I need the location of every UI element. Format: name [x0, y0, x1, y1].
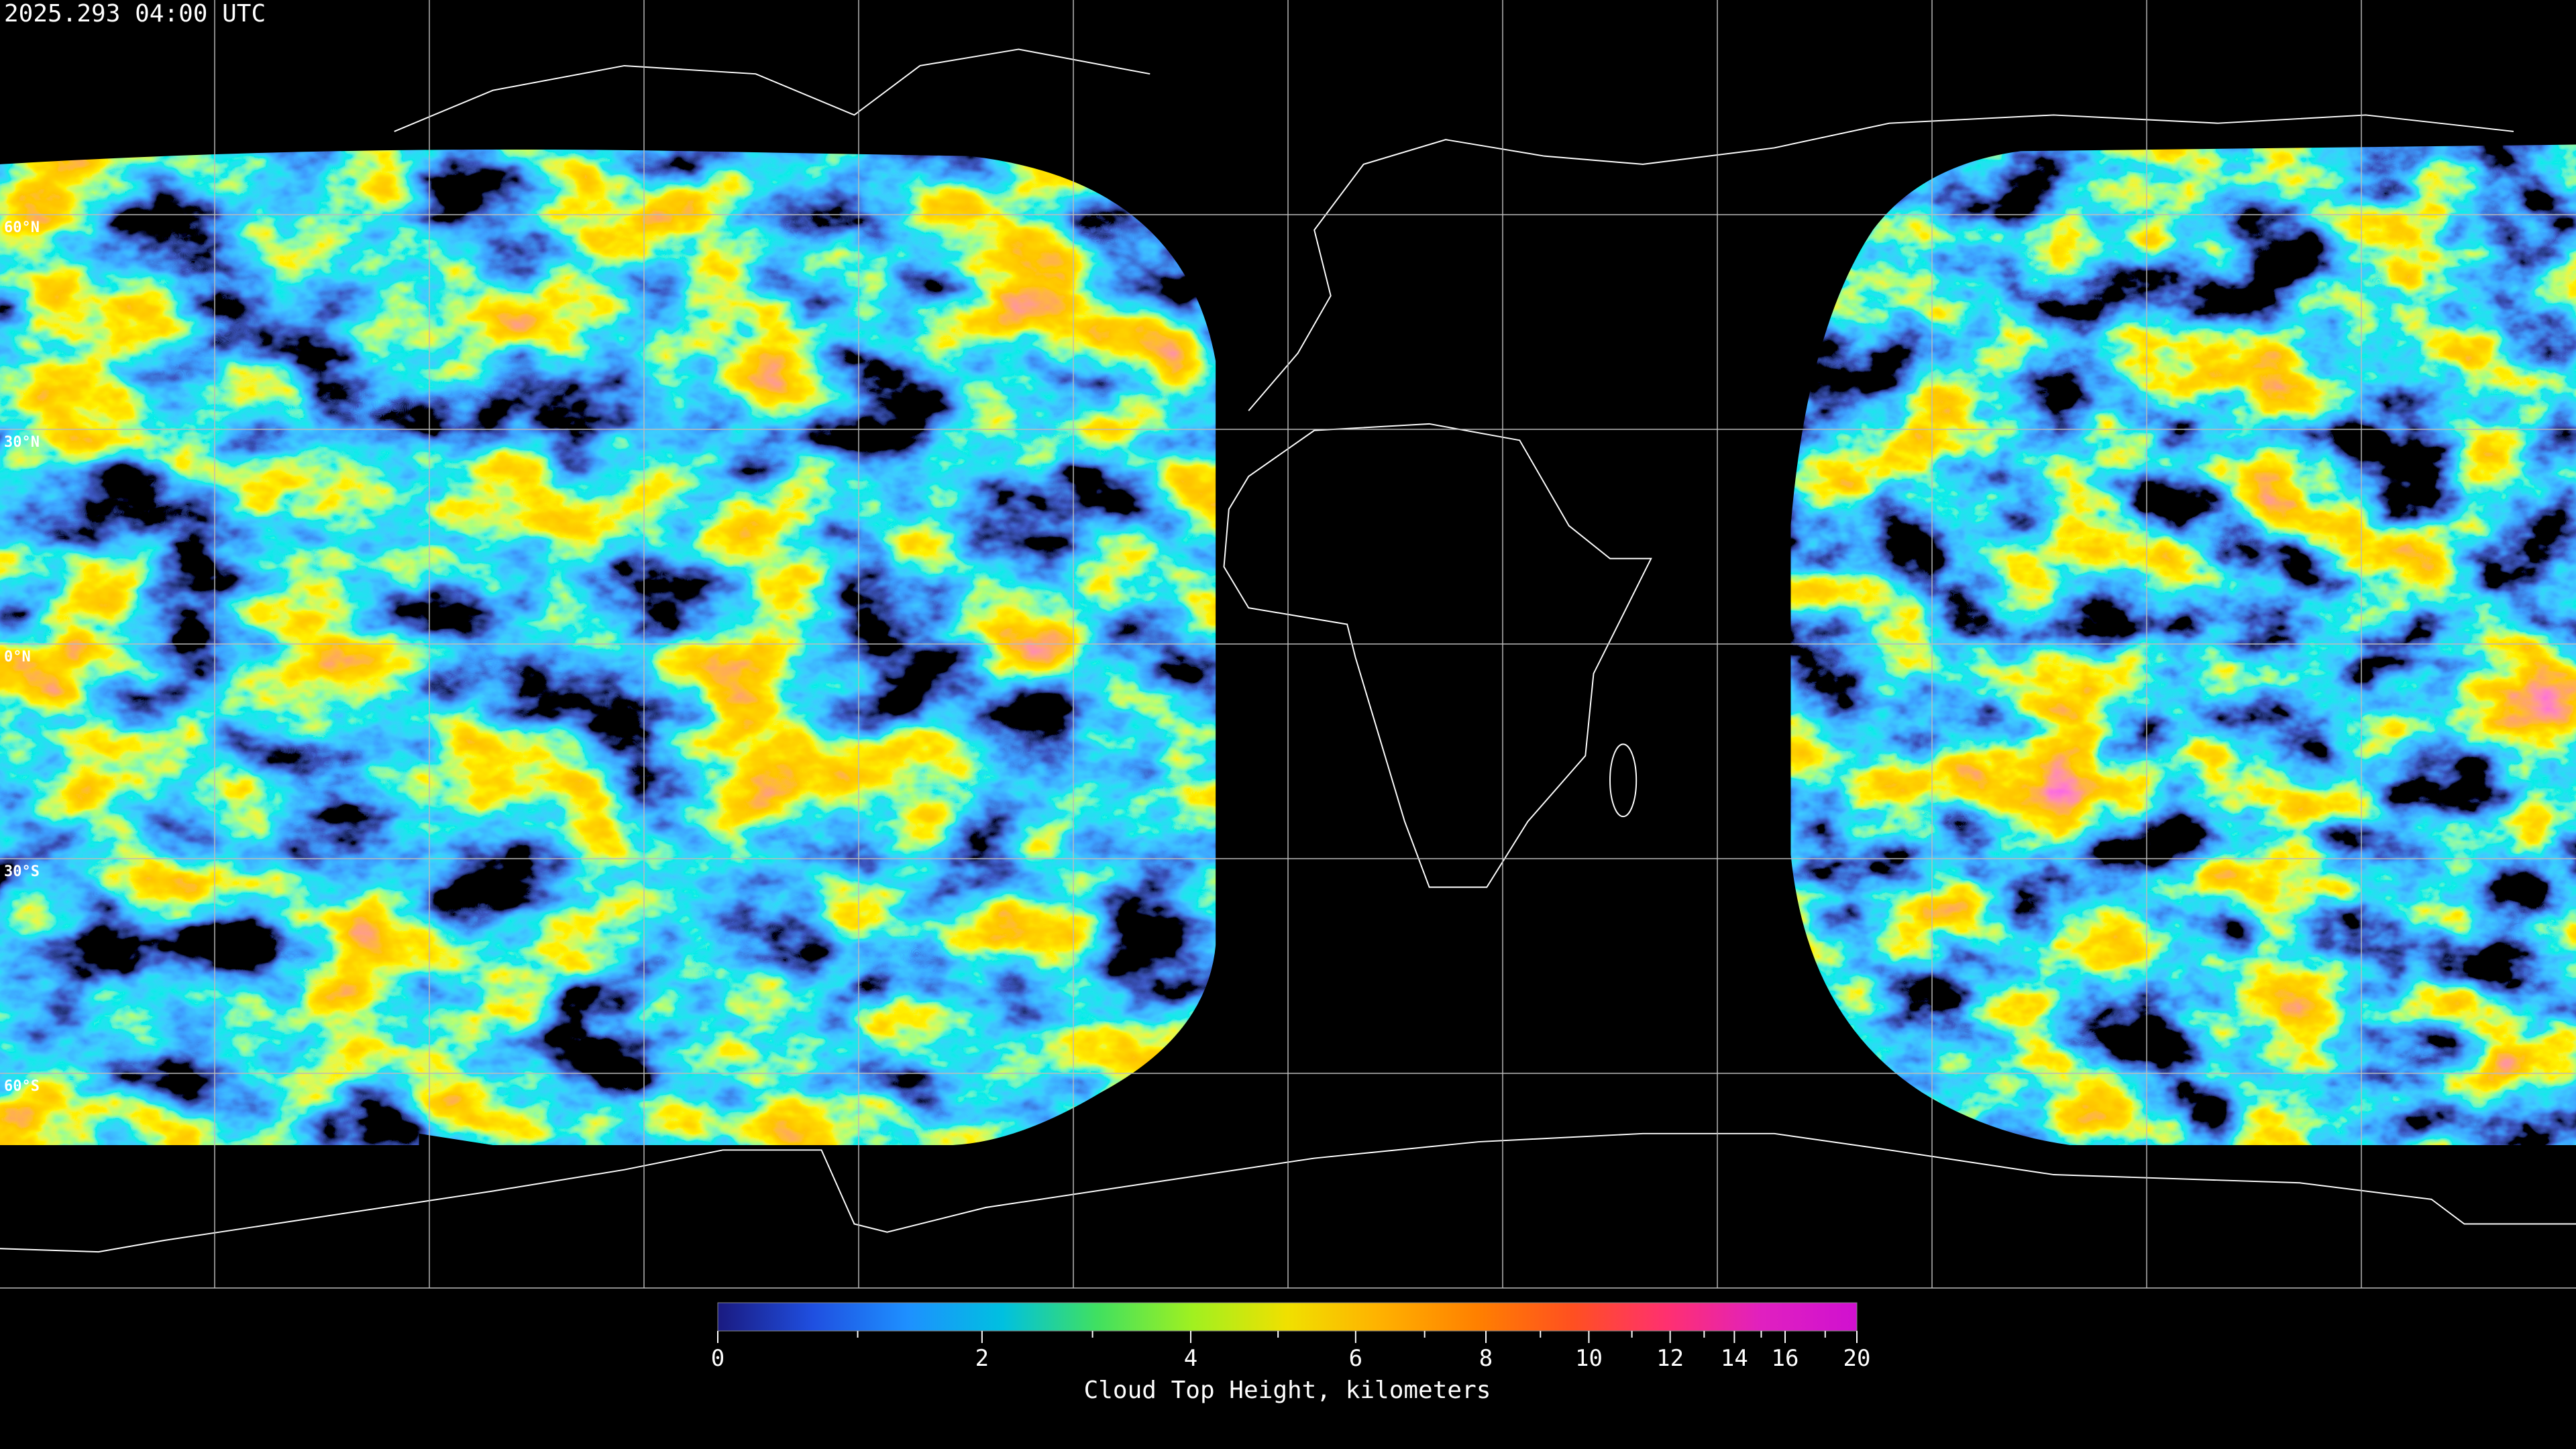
arctic-outline — [394, 48, 1150, 132]
tick-label: 2 — [975, 1345, 989, 1372]
graticule — [0, 0, 2576, 1289]
africa-outline — [1223, 423, 1652, 888]
tick-label: 8 — [1479, 1345, 1493, 1372]
tick-label: 20 — [1843, 1345, 1871, 1372]
tick-label: 0 — [711, 1345, 724, 1372]
tick-label: 16 — [1772, 1345, 1799, 1372]
colorbar-gradient — [717, 1302, 1858, 1332]
tick-label: 14 — [1721, 1345, 1748, 1372]
tick-label: 12 — [1656, 1345, 1684, 1372]
latitude-label: 0°N — [4, 649, 31, 665]
map — [0, 0, 2576, 1289]
coastlines — [0, 48, 2576, 1253]
tick-label: 6 — [1349, 1345, 1362, 1372]
madagascar-outline — [1609, 743, 1638, 818]
colorbar: 0 2 4 6 8 10 12 14 16 20 Cloud Top Height, kilomet… — [711, 1302, 1871, 1404]
latitude-label: 60°S — [4, 1078, 40, 1095]
timestamp: 2025.293 04:00 UTC — [4, 0, 266, 28]
tick-label: 4 — [1184, 1345, 1197, 1372]
latitude-label: 30°N — [4, 434, 40, 451]
latitude-label: 30°S — [4, 863, 40, 880]
latitude-labels: 60°N 30°N 0°N 30°S 60°S — [4, 219, 40, 1095]
cloud-imagery-west — [0, 149, 1216, 1145]
cloud-imagery-east — [1790, 144, 2576, 1145]
colorbar-label: Cloud Top Height, kilometers — [1084, 1377, 1491, 1404]
cloud-field — [1790, 144, 2576, 1145]
cloud-field — [0, 149, 1216, 1145]
tick-label: 10 — [1575, 1345, 1603, 1372]
antarctica-outline — [0, 1132, 2576, 1253]
latitude-label: 60°N — [4, 219, 40, 236]
eurasia-outline — [1248, 114, 2514, 411]
